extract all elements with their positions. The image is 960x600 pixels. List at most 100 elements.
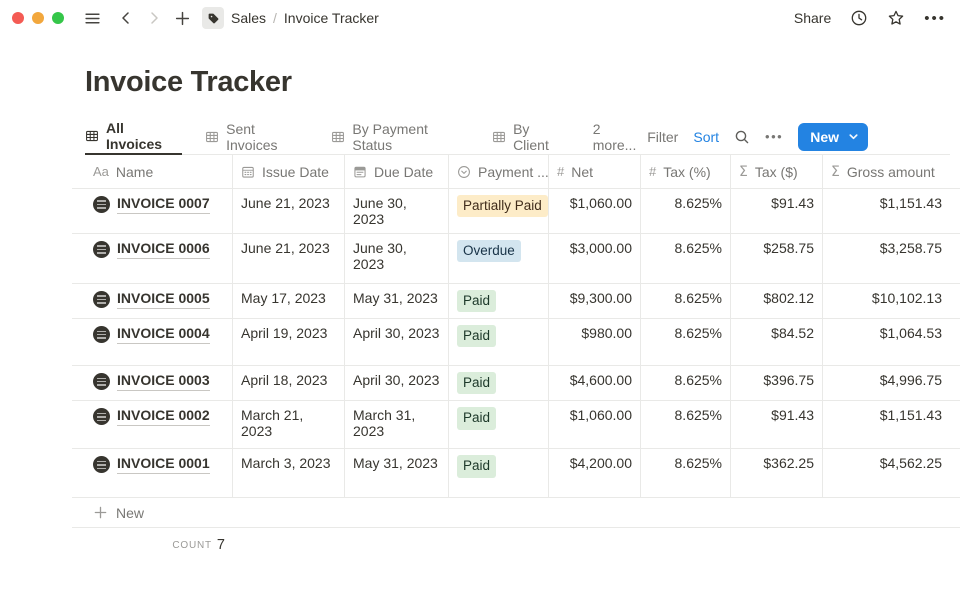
cell-net[interactable]: $3,000.00 <box>549 234 641 283</box>
invoice-page-link[interactable]: INVOICE 0002 <box>117 407 210 426</box>
cell-net[interactable]: $4,600.00 <box>549 366 641 401</box>
cell-issue-date[interactable]: May 17, 2023 <box>233 284 345 319</box>
view-tab-sent-invoices[interactable]: Sent Invoices <box>205 119 308 155</box>
invoice-page-link[interactable]: INVOICE 0004 <box>117 325 210 344</box>
view-tab-all-invoices[interactable]: All Invoices <box>85 119 183 155</box>
cell-issue-date[interactable]: June 21, 2023 <box>233 189 345 233</box>
cell-gross-amount[interactable]: $1,151.43 <box>879 407 942 424</box>
cell-payment-status[interactable]: Paid <box>449 319 549 366</box>
column-header-payment[interactable]: Payment ... <box>449 155 549 188</box>
payment-status-badge: Overdue <box>457 240 521 263</box>
cell-tax-pct[interactable]: 8.625% <box>641 319 731 366</box>
cell-name[interactable]: INVOICE 0002 <box>85 401 233 449</box>
cell-due-date[interactable]: May 31, 2023 <box>345 284 449 319</box>
cell-issue-date[interactable]: March 3, 2023 <box>233 449 345 498</box>
cell-due-date[interactable]: April 30, 2023 <box>345 366 449 401</box>
view-options-icon[interactable]: ••• <box>765 129 784 144</box>
cell-due-date[interactable]: June 30, 2023 <box>345 234 449 283</box>
breadcrumb-workspace[interactable]: Sales <box>231 10 267 26</box>
cell-tax-pct[interactable]: 8.625% <box>641 234 731 283</box>
cell-name[interactable]: INVOICE 0007 <box>85 189 233 233</box>
column-header-tax[interactable]: Σ Tax ($) <box>731 155 823 188</box>
cell-tax-pct[interactable]: 8.625% <box>641 401 731 449</box>
cell-name[interactable]: INVOICE 0001 <box>85 449 233 498</box>
column-header-tax[interactable]: # Tax (%) <box>641 155 731 188</box>
cell-tax-usd[interactable]: $362.25 <box>731 449 823 498</box>
cell-tax-pct[interactable]: 8.625% <box>641 284 731 319</box>
invoice-page-link[interactable]: INVOICE 0006 <box>117 240 210 259</box>
cell-due-date[interactable]: June 30, 2023 <box>345 189 449 233</box>
cell-tax-usd[interactable]: $258.75 <box>731 234 823 283</box>
cell-name[interactable]: INVOICE 0003 <box>85 366 233 401</box>
share-button[interactable]: Share <box>793 10 832 26</box>
cell-tax-usd[interactable]: $84.52 <box>731 319 823 366</box>
cell-gross-amount[interactable]: $10,102.13 <box>871 290 942 306</box>
cell-tax-usd[interactable]: $91.43 <box>731 401 823 449</box>
cell-net[interactable]: $1,060.00 <box>549 401 641 449</box>
view-tab-by-client[interactable]: By Client <box>492 119 568 155</box>
more-views-button[interactable]: 2 more... <box>592 120 637 153</box>
zoom-window-button[interactable] <box>52 12 64 24</box>
column-header-issue-date[interactable]: Issue Date <box>233 155 345 188</box>
cell-issue-date[interactable]: March 21, 2023 <box>233 401 345 449</box>
view-tab-by-payment-status[interactable]: By Payment Status <box>331 119 469 155</box>
cell-tax-usd[interactable]: $91.43 <box>731 189 823 233</box>
chevron-down-icon[interactable] <box>848 131 859 142</box>
cell-tax-usd[interactable]: $396.75 <box>731 366 823 401</box>
column-header-gross-amount[interactable]: Σ Gross amount <box>823 155 950 188</box>
cell-tax-pct[interactable]: 8.625% <box>641 189 731 233</box>
page-title[interactable]: Invoice Tracker <box>85 66 292 98</box>
invoice-page-link[interactable]: INVOICE 0003 <box>117 372 210 391</box>
cell-payment-status[interactable]: Paid <box>449 284 549 319</box>
column-header-due-date[interactable]: Due Date <box>345 155 449 188</box>
column-header-net[interactable]: # Net <box>549 155 641 188</box>
search-icon[interactable] <box>734 129 750 145</box>
cell-net[interactable]: $980.00 <box>549 319 641 366</box>
sidebar-toggle-icon[interactable] <box>80 6 104 30</box>
cell-tax-pct[interactable]: 8.625% <box>641 366 731 401</box>
close-window-button[interactable] <box>12 12 24 24</box>
cell-payment-status[interactable]: Paid <box>449 366 549 401</box>
cell-name[interactable]: INVOICE 0006 <box>85 234 233 283</box>
payment-status-badge: Paid <box>457 372 497 395</box>
cell-gross-amount[interactable]: $1,151.43 <box>879 195 942 211</box>
cell-payment-status[interactable]: Overdue <box>449 234 549 283</box>
history-icon[interactable] <box>850 9 868 27</box>
count-calculation[interactable]: COUNT 7 <box>85 528 233 562</box>
cell-net[interactable]: $9,300.00 <box>549 284 641 319</box>
invoice-page-link[interactable]: INVOICE 0001 <box>117 455 210 474</box>
cell-issue-date[interactable]: April 19, 2023 <box>233 319 345 366</box>
cell-gross-amount[interactable]: $4,562.25 <box>879 455 942 472</box>
breadcrumb-page[interactable]: Invoice Tracker <box>283 10 379 26</box>
cell-payment-status[interactable]: Partially Paid <box>449 189 549 233</box>
cell-issue-date[interactable]: June 21, 2023 <box>233 234 345 283</box>
favorite-star-icon[interactable] <box>887 9 905 27</box>
cell-gross-amount[interactable]: $1,064.53 <box>879 325 942 342</box>
cell-due-date[interactable]: April 30, 2023 <box>345 319 449 366</box>
cell-name[interactable]: INVOICE 0005 <box>85 284 233 319</box>
minimize-window-button[interactable] <box>32 12 44 24</box>
new-row-button[interactable]: New <box>72 498 960 529</box>
forward-icon[interactable] <box>142 6 166 30</box>
cell-due-date[interactable]: May 31, 2023 <box>345 449 449 498</box>
more-options-icon[interactable]: ••• <box>924 9 946 27</box>
cell-gross-amount[interactable]: $4,996.75 <box>879 372 942 389</box>
cell-due-date[interactable]: March 31, 2023 <box>345 401 449 449</box>
cell-tax-pct[interactable]: 8.625% <box>641 449 731 498</box>
cell-payment-status[interactable]: Paid <box>449 401 549 449</box>
cell-tax-usd[interactable]: $802.12 <box>731 284 823 319</box>
filter-button[interactable]: Filter <box>647 128 679 145</box>
invoice-page-link[interactable]: INVOICE 0007 <box>117 195 210 214</box>
cell-name[interactable]: INVOICE 0004 <box>85 319 233 366</box>
new-page-icon[interactable] <box>170 6 194 30</box>
invoice-page-link[interactable]: INVOICE 0005 <box>117 290 210 309</box>
column-header-name[interactable]: Aa Name <box>85 155 233 188</box>
back-icon[interactable] <box>114 6 138 30</box>
new-button[interactable]: New <box>798 122 868 151</box>
cell-net[interactable]: $1,060.00 <box>549 189 641 233</box>
cell-payment-status[interactable]: Paid <box>449 449 549 498</box>
cell-net[interactable]: $4,200.00 <box>549 449 641 498</box>
sort-button[interactable]: Sort <box>693 128 720 145</box>
cell-gross-amount[interactable]: $3,258.75 <box>879 240 942 256</box>
cell-issue-date[interactable]: April 18, 2023 <box>233 366 345 401</box>
